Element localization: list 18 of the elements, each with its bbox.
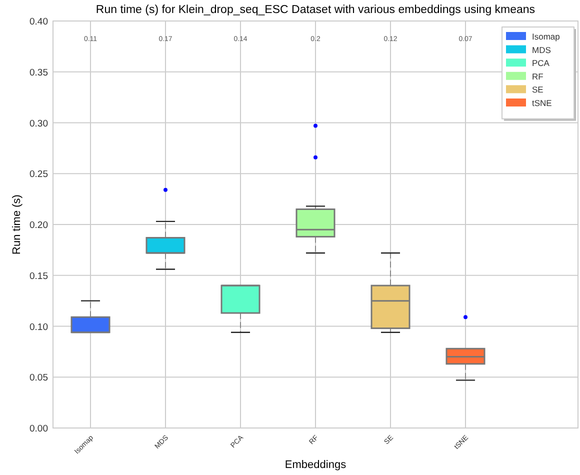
legend-label: Isomap xyxy=(532,32,560,42)
y-tick-label: 0.35 xyxy=(30,67,48,78)
legend-label: RF xyxy=(532,71,544,82)
y-tick-label: 0.10 xyxy=(30,322,48,333)
y-tick-label: 0.20 xyxy=(30,220,48,231)
y-tick-label: 0.15 xyxy=(30,270,48,282)
legend-label: MDS xyxy=(532,44,552,55)
y-axis-title: Run time (s) xyxy=(11,194,23,254)
y-tick-label: 0.25 xyxy=(30,169,48,180)
y-tick-label: 0.05 xyxy=(30,372,48,384)
legend-label: PCA xyxy=(532,58,550,68)
legend-label: tSNE xyxy=(532,98,552,108)
x-axis-title: Embeddings xyxy=(284,459,347,471)
chart-title: Run time (s) for Klein_drop_seq_ESC Dataset with various embeddings using kmeans xyxy=(96,4,536,16)
y-tick-label: 0.40 xyxy=(30,16,48,28)
legend-label: SE xyxy=(532,84,544,95)
y-tick-label: 0.30 xyxy=(30,118,48,130)
y-tick-label: 0.00 xyxy=(30,424,48,434)
